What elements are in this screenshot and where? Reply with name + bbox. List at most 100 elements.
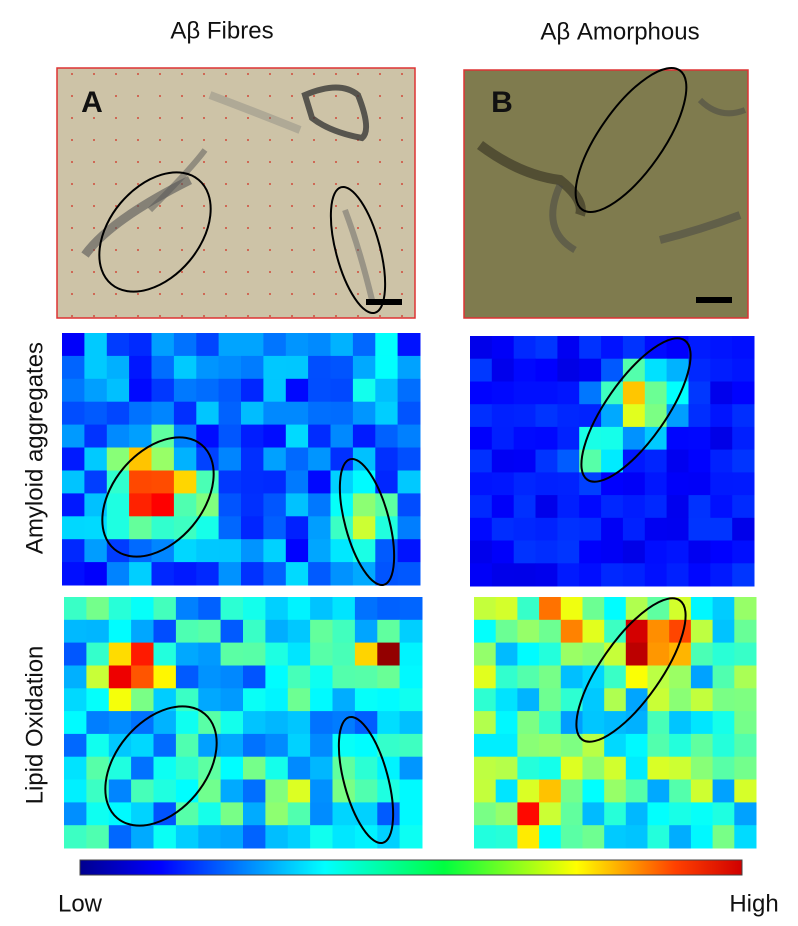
heat-cell xyxy=(495,597,518,621)
heat-cell xyxy=(86,688,110,712)
heat-cell xyxy=(539,802,562,826)
heat-cell xyxy=(84,401,108,426)
heat-cell xyxy=(106,516,130,540)
heat-cell xyxy=(310,825,333,849)
heat-cell xyxy=(604,711,627,735)
heat-cell xyxy=(377,688,401,712)
heat-cell xyxy=(734,825,757,849)
heat-cell xyxy=(734,802,757,826)
heat-cell xyxy=(495,642,518,666)
heat-cell xyxy=(644,517,668,541)
heat-cell xyxy=(375,333,399,357)
heat-cell xyxy=(377,665,401,689)
heat-cell xyxy=(243,802,266,826)
heat-cell xyxy=(243,825,266,849)
heat-cell xyxy=(354,642,378,666)
heat-cell xyxy=(625,642,648,666)
heat-cell xyxy=(517,802,540,826)
heat-cell xyxy=(604,756,627,780)
heat-cell xyxy=(220,619,244,644)
heat-cell xyxy=(579,563,602,587)
heat-cell xyxy=(108,619,132,644)
heat-cell xyxy=(513,517,536,541)
heat-cell xyxy=(734,733,757,758)
heat-cell xyxy=(560,688,583,712)
heat-cell xyxy=(62,378,85,403)
heat-cell xyxy=(601,426,624,451)
heat-cell xyxy=(308,355,331,380)
heat-cell xyxy=(582,756,605,780)
heat-cell xyxy=(557,540,580,564)
heat-cell xyxy=(285,378,309,403)
heat-cell xyxy=(732,495,755,519)
heat-cell xyxy=(173,493,197,517)
row-label: Lipid Oxidation xyxy=(21,646,48,805)
heat-cell xyxy=(535,517,558,541)
column-title: Aβ Fibres xyxy=(170,17,273,44)
heat-cell xyxy=(265,642,289,666)
heat-cell xyxy=(241,493,264,517)
heat-cell xyxy=(151,470,175,494)
heat-cell xyxy=(310,597,333,621)
heat-cell xyxy=(263,401,287,426)
heat-cell xyxy=(330,516,354,540)
heat-cell xyxy=(332,619,356,644)
heat-cell xyxy=(308,447,331,471)
heat-cell xyxy=(601,540,624,564)
heat-cell xyxy=(198,688,222,712)
panel-label: A xyxy=(81,86,103,119)
heat-cell xyxy=(243,619,266,644)
heat-cell xyxy=(241,539,264,563)
heat-cell xyxy=(220,802,244,826)
heat-cell xyxy=(151,447,175,471)
heat-cell xyxy=(399,802,423,826)
heat-cell xyxy=(377,619,401,644)
heat-cell xyxy=(64,756,87,780)
heat-cell xyxy=(173,401,197,426)
heat-cell xyxy=(354,802,378,826)
heat-cell xyxy=(397,470,421,494)
heat-cell xyxy=(622,540,646,564)
heat-cell xyxy=(647,711,670,735)
heat-cell xyxy=(243,688,266,712)
heat-cell xyxy=(397,401,421,426)
heat-cell xyxy=(625,779,648,803)
heat-cell xyxy=(690,756,714,780)
heat-cell xyxy=(196,516,220,540)
heat-cell xyxy=(86,597,110,621)
heat-cell xyxy=(666,449,689,473)
heat-cell xyxy=(173,355,197,380)
heat-cell xyxy=(108,756,132,780)
heat-cell xyxy=(241,333,264,357)
panel-label: B xyxy=(491,86,513,119)
heat-cell xyxy=(579,540,602,564)
heat-cell xyxy=(84,516,108,540)
heat-cell xyxy=(491,517,515,541)
heat-cell xyxy=(377,733,401,758)
heat-cell xyxy=(106,333,130,357)
heat-cell xyxy=(64,733,87,758)
heat-cell xyxy=(688,449,711,473)
heat-cell xyxy=(399,733,423,758)
heat-cell xyxy=(263,355,287,380)
heat-cell xyxy=(243,665,266,689)
heat-cell xyxy=(470,404,493,428)
heat-cell xyxy=(666,336,689,360)
heat-cell xyxy=(397,562,421,586)
heat-cell xyxy=(647,733,670,758)
heat-cell xyxy=(513,495,536,519)
heat-cell xyxy=(397,447,421,471)
heat-cell xyxy=(474,597,497,621)
heat-cell xyxy=(265,597,289,621)
heat-cell xyxy=(175,733,199,758)
heat-cell xyxy=(285,493,309,517)
heat-cell xyxy=(579,517,602,541)
heat-cell xyxy=(579,495,602,519)
heat-cell xyxy=(539,619,562,644)
heat-cell xyxy=(308,333,331,357)
heat-cell xyxy=(491,336,515,360)
heat-cell xyxy=(62,562,85,586)
heat-cell xyxy=(64,711,87,735)
heat-cell xyxy=(352,378,376,403)
heat-cell xyxy=(265,779,289,803)
